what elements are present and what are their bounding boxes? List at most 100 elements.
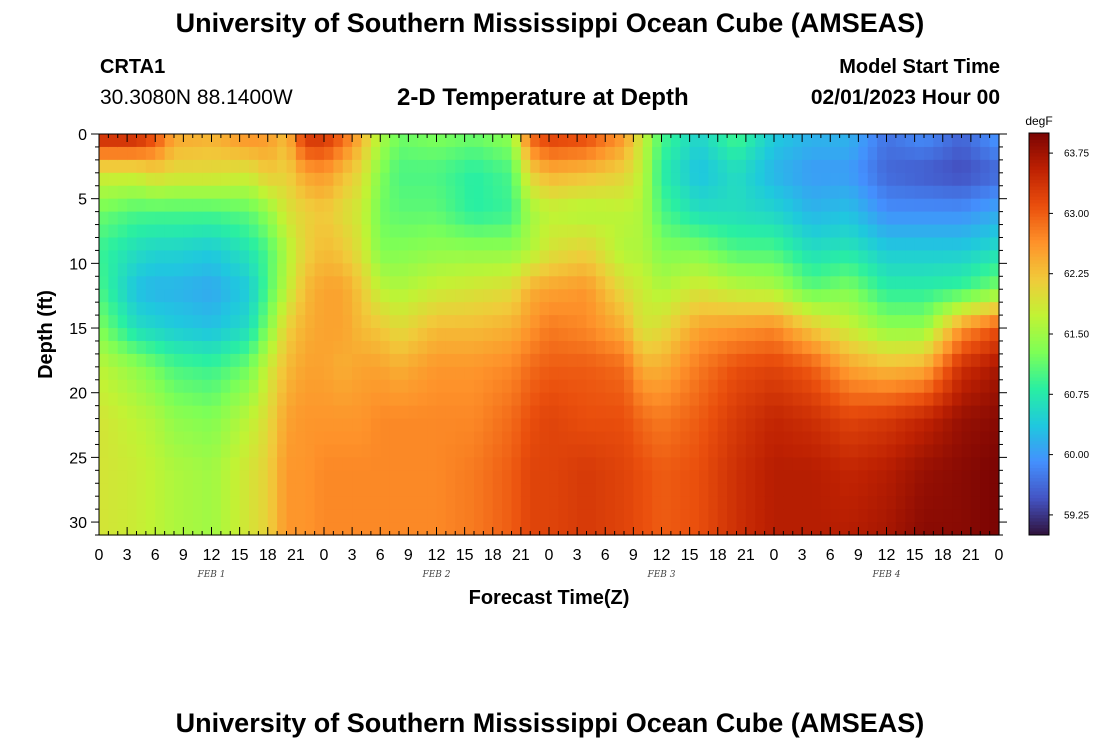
heatmap-cell: [399, 315, 409, 329]
heatmap-cell: [689, 496, 700, 510]
heatmap-cell: [877, 496, 888, 510]
heatmap-cell: [755, 405, 766, 420]
heatmap-cell: [727, 483, 738, 497]
heatmap-cell: [258, 509, 269, 523]
heatmap-cell: [352, 522, 363, 536]
heatmap-cell: [108, 237, 119, 252]
heatmap-cell: [436, 159, 447, 174]
heatmap-cell: [586, 405, 597, 420]
colorbar-segment: [1029, 206, 1049, 211]
heatmap-cell: [211, 431, 222, 446]
heatmap-cell: [624, 444, 634, 458]
heatmap-cell: [849, 366, 859, 381]
heatmap-cell: [811, 237, 822, 252]
heatmap-cell: [989, 392, 1000, 407]
colorbar-segment: [1029, 146, 1049, 151]
heatmap-cell: [380, 366, 391, 381]
heatmap-cell: [867, 237, 878, 252]
colorbar-segment: [1029, 407, 1049, 412]
heatmap-cell: [783, 289, 794, 303]
heatmap-cell: [370, 159, 381, 174]
heatmap-cell: [239, 418, 250, 433]
heatmap-cell: [830, 340, 841, 355]
heatmap-cell: [352, 496, 363, 510]
heatmap-cell: [174, 431, 184, 446]
heatmap-cell: [474, 431, 484, 446]
heatmap-cell: [389, 379, 400, 394]
heatmap-cell: [183, 315, 194, 329]
heatmap-cell: [699, 185, 709, 200]
heatmap-cell: [549, 224, 559, 239]
heatmap-cell: [267, 496, 278, 510]
heatmap-cell: [717, 496, 728, 510]
x-tick-label: 3: [348, 547, 357, 564]
heatmap-cell: [202, 276, 213, 290]
heatmap-cell: [539, 134, 550, 148]
heatmap-cell: [605, 159, 616, 174]
heatmap-cell: [427, 496, 438, 510]
heatmap-cell: [820, 328, 831, 342]
heatmap-cell: [399, 379, 409, 394]
heatmap-cell: [774, 340, 784, 355]
heatmap-cell: [295, 353, 306, 368]
heatmap-cell: [220, 353, 231, 368]
heatmap-cell: [399, 366, 409, 381]
heatmap-cell: [811, 289, 822, 303]
heatmap-cell: [970, 224, 981, 239]
heatmap-cell: [699, 418, 709, 433]
colorbar-segment: [1029, 498, 1049, 502]
heatmap-cell: [933, 522, 944, 536]
heatmap-cell: [492, 405, 503, 420]
heatmap-cell: [145, 457, 156, 471]
heatmap-cell: [389, 172, 400, 187]
heatmap-cell: [567, 353, 578, 368]
heatmap-cell: [642, 185, 653, 200]
heatmap-cell: [258, 470, 269, 484]
heatmap-cell: [305, 431, 316, 446]
heatmap-cell: [680, 276, 691, 290]
heatmap-cell: [952, 379, 963, 394]
heatmap-cell: [783, 211, 794, 226]
heatmap-cell: [192, 250, 203, 264]
heatmap-cell: [258, 444, 269, 458]
heatmap-cell: [117, 198, 128, 213]
heatmap-cell: [792, 315, 803, 329]
heatmap-cell: [249, 289, 259, 303]
heatmap-cell: [830, 302, 841, 316]
heatmap-cell: [108, 457, 119, 471]
heatmap-cell: [633, 366, 644, 381]
heatmap-cell: [942, 496, 953, 510]
heatmap-cell: [352, 224, 363, 239]
colorbar-segment: [1029, 457, 1049, 462]
heatmap-cell: [436, 224, 447, 239]
heatmap-cell: [933, 211, 944, 226]
heatmap-cell: [530, 418, 541, 433]
heatmap-cell: [136, 172, 147, 187]
heatmap-cell: [970, 392, 981, 407]
heatmap-cell: [361, 224, 372, 239]
heatmap-cell: [708, 418, 719, 433]
heatmap-cell: [474, 289, 484, 303]
heatmap-cell: [352, 392, 363, 407]
heatmap-cell: [455, 444, 466, 458]
heatmap-cell: [549, 328, 559, 342]
heatmap-cell: [689, 134, 700, 148]
heatmap-cell: [877, 211, 888, 226]
heatmap-cell: [605, 237, 616, 252]
heatmap-cell: [661, 431, 672, 446]
heatmap-cell: [427, 315, 438, 329]
heatmap-cell: [136, 418, 147, 433]
heatmap-cell: [352, 185, 363, 200]
heatmap-cell: [708, 509, 719, 523]
heatmap-cell: [849, 159, 859, 174]
heatmap-cell: [427, 457, 438, 471]
heatmap-cell: [117, 457, 128, 471]
heatmap-cell: [605, 483, 616, 497]
heatmap-cell: [558, 172, 569, 187]
heatmap-cell: [952, 366, 963, 381]
heatmap-cell: [520, 159, 531, 174]
heatmap-cell: [324, 302, 334, 316]
colorbar-segment: [1029, 320, 1049, 325]
heatmap-cell: [924, 198, 934, 213]
heatmap-cell: [811, 444, 822, 458]
